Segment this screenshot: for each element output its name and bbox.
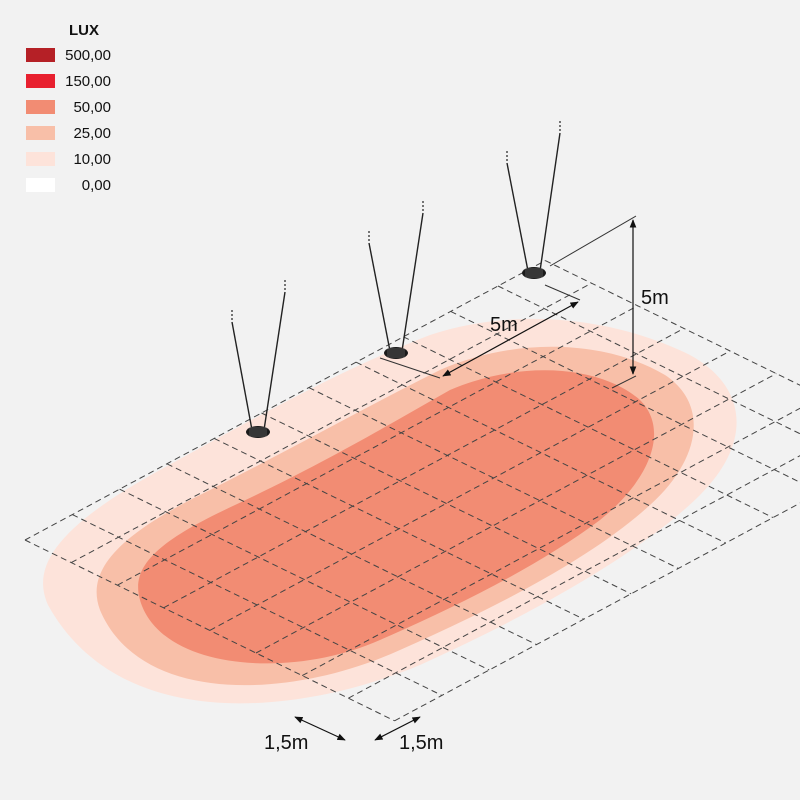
grid-line: [24, 539, 395, 722]
grid-line: [348, 455, 800, 699]
legend-title: LUX: [69, 22, 99, 39]
legend-swatch-50: [26, 100, 55, 114]
grid-spacing-label-b: 1,5m: [399, 732, 443, 754]
legend-swatch-25: [26, 126, 55, 140]
lux-legend: LUX 500,00 150,00 50,00 25,00 10,00 0,00: [26, 20, 146, 198]
grid-line: [163, 327, 685, 609]
grid-line: [261, 412, 632, 595]
suspension-cable: [263, 291, 286, 431]
legend-value-0: 0,00: [81, 176, 111, 194]
legend-row-500: 500,00: [26, 42, 146, 68]
lamp: [231, 280, 286, 438]
suspension-cable: [506, 162, 529, 272]
grid-line: [166, 463, 537, 646]
lamps: [231, 121, 561, 438]
legend-value-150: 150,00: [65, 72, 111, 90]
grid-line: [403, 336, 774, 519]
dimension-grid-spacing: 1,5m 1,5m: [264, 716, 443, 754]
grid-line: [213, 437, 585, 620]
dimension-lamp-spacing: 5m: [379, 284, 581, 379]
legend-swatch-0: [26, 178, 55, 192]
lamp-spacing-label: 5m: [490, 314, 518, 336]
grid-line: [308, 387, 679, 569]
grid-line: [545, 260, 800, 386]
lamp: [368, 201, 424, 359]
grid-line: [355, 361, 726, 544]
legend-swatch-10: [26, 152, 55, 166]
legend-swatch-500: [26, 48, 55, 62]
grid-spacing-label-a: 1,5m: [264, 732, 308, 754]
legend-row-10: 10,00: [26, 146, 146, 172]
grid-line: [301, 407, 800, 677]
suspension-cable: [401, 212, 424, 352]
legend-row-150: 150,00: [26, 68, 146, 94]
lamp: [506, 121, 561, 279]
grid-line: [209, 350, 731, 631]
grid-line: [450, 310, 800, 483]
grid-line: [497, 285, 800, 435]
grid-line: [119, 488, 490, 671]
legend-value-25: 25,00: [73, 124, 111, 142]
grid-line: [394, 502, 800, 722]
zone-50-lux: [138, 370, 655, 664]
legend-value-500: 500,00: [65, 46, 111, 64]
grid-line: [255, 373, 777, 654]
legend-row-25: 25,00: [26, 120, 146, 146]
suspension-cable: [539, 132, 561, 272]
dimension-lamp-height: 5m: [549, 215, 669, 389]
suspension-cable: [368, 242, 391, 352]
suspension-cable: [231, 321, 253, 431]
legend-value-10: 10,00: [73, 150, 111, 168]
legend-row-50: 50,00: [26, 94, 146, 120]
grid-line: [72, 514, 443, 696]
legend-value-50: 50,00: [73, 98, 111, 116]
legend-swatch-150: [26, 74, 55, 88]
lamp-height-label: 5m: [641, 287, 669, 309]
legend-row-0: 0,00: [26, 172, 146, 198]
